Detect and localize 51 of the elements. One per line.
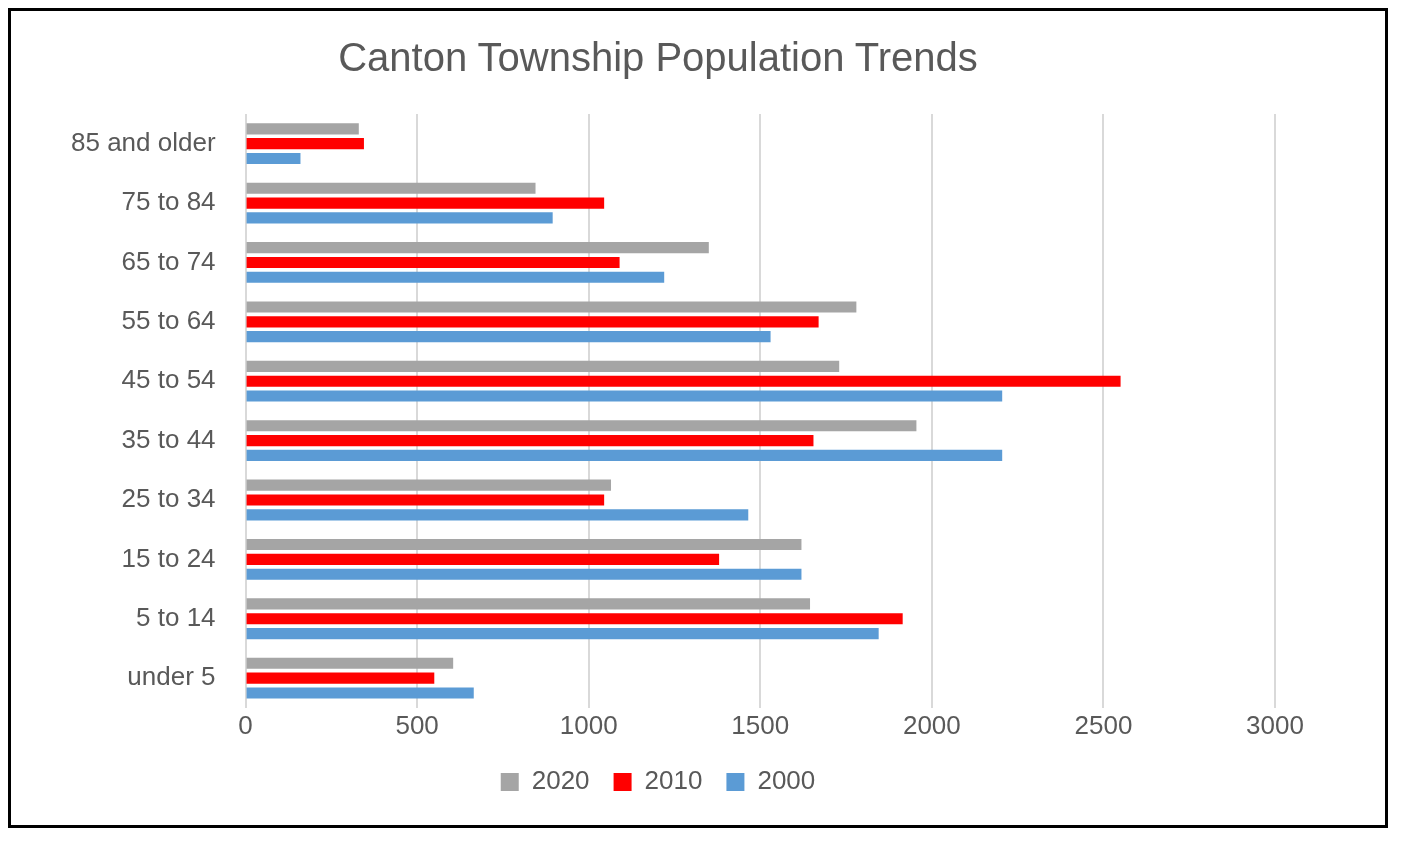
bar bbox=[246, 613, 903, 625]
y-tick-label: 15 to 24 bbox=[121, 542, 216, 573]
y-tick-label: 5 to 14 bbox=[136, 601, 216, 632]
bar bbox=[246, 509, 749, 521]
legend-label: 2020 bbox=[531, 765, 590, 796]
bar bbox=[246, 316, 819, 328]
x-tick-label: 1000 bbox=[559, 709, 618, 740]
x-tick-label: 2500 bbox=[1074, 709, 1133, 740]
bar bbox=[246, 123, 359, 135]
bar bbox=[246, 375, 1121, 387]
y-tick-label: 45 to 54 bbox=[121, 364, 216, 395]
bar bbox=[246, 331, 771, 343]
bar bbox=[246, 390, 1003, 402]
y-tick-label: 55 to 64 bbox=[121, 305, 216, 335]
y-tick-label: 75 to 84 bbox=[121, 186, 216, 217]
bar bbox=[246, 672, 435, 684]
y-tick-label: 35 to 44 bbox=[121, 423, 216, 454]
bar bbox=[246, 553, 720, 565]
bar bbox=[246, 182, 536, 194]
bar bbox=[246, 197, 605, 209]
x-tick-label: 1500 bbox=[731, 709, 790, 740]
x-tick-label: 3000 bbox=[1246, 709, 1304, 740]
legend-label: 2010 bbox=[644, 765, 703, 796]
bar bbox=[246, 479, 612, 491]
y-tick-label: under 5 bbox=[127, 661, 216, 692]
bar bbox=[246, 494, 605, 506]
bar bbox=[246, 301, 857, 313]
bar bbox=[246, 628, 879, 640]
x-tick-label: 2000 bbox=[902, 709, 961, 740]
y-tick-label: 25 to 34 bbox=[121, 483, 216, 514]
bar bbox=[246, 138, 364, 150]
bar bbox=[246, 598, 811, 610]
bar bbox=[246, 360, 840, 372]
bar bbox=[246, 687, 474, 699]
bar bbox=[246, 538, 802, 551]
bar bbox=[246, 271, 665, 283]
y-tick-label: 65 to 74 bbox=[121, 245, 216, 276]
bar bbox=[246, 212, 553, 224]
bar bbox=[246, 435, 814, 447]
bar bbox=[246, 568, 802, 580]
bar bbox=[246, 657, 454, 669]
bar bbox=[246, 242, 709, 254]
bar bbox=[246, 420, 917, 432]
chart-title: Canton Township Population Trends bbox=[338, 35, 978, 80]
bar bbox=[246, 449, 1003, 461]
legend-label: 2000 bbox=[757, 765, 816, 796]
x-tick-label: 0 bbox=[238, 709, 253, 740]
bar bbox=[246, 256, 620, 269]
bar bbox=[246, 152, 301, 165]
x-tick-label: 500 bbox=[395, 709, 439, 740]
y-tick-label: 85 and older bbox=[71, 126, 216, 157]
